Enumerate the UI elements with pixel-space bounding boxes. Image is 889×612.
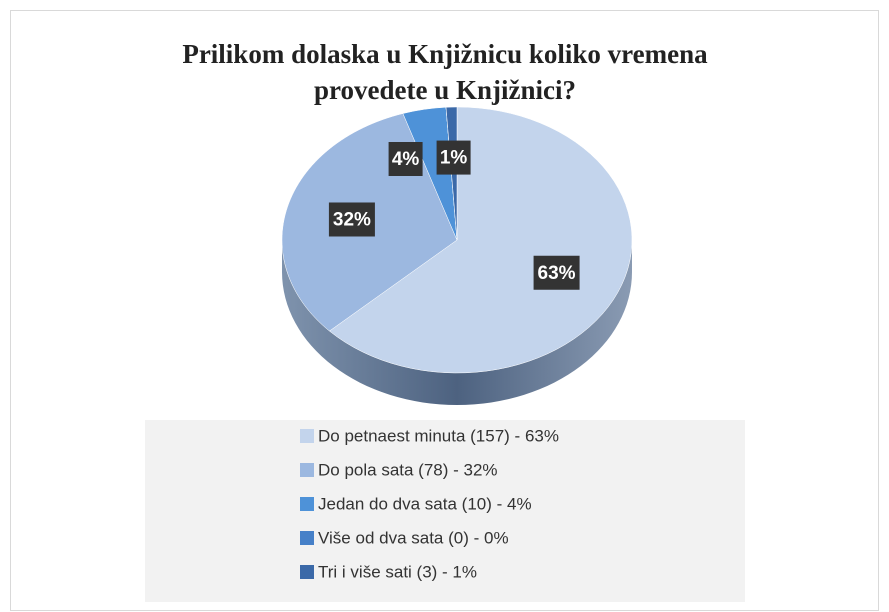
- legend-label: Tri i više sati (3) - 1%: [318, 562, 477, 581]
- legend-label: Do petnaest minuta (157) - 63%: [318, 426, 559, 445]
- legend-label: Više od dva sata (0) - 0%: [318, 528, 509, 547]
- data-label: 4%: [392, 149, 420, 170]
- legend-swatch: [300, 531, 314, 545]
- data-label-box: [436, 140, 471, 175]
- legend-swatch: [300, 429, 314, 443]
- data-label-box: [388, 142, 423, 177]
- data-label: 1%: [440, 148, 468, 169]
- pie-side: [282, 240, 632, 405]
- data-label-box: [328, 202, 375, 237]
- legend-swatch: [300, 565, 314, 579]
- data-label: 63%: [538, 263, 576, 284]
- legend-box: [145, 420, 745, 602]
- legend-label: Jedan do dva sata (10) - 4%: [318, 494, 532, 513]
- legend-swatch: [300, 497, 314, 511]
- chart-title: Prilikom dolaska u Knjižnicu koliko vrem…: [182, 39, 708, 105]
- pie-slice: [329, 106, 633, 374]
- data-label: 32%: [333, 210, 371, 231]
- legend-swatch: [300, 463, 314, 477]
- data-label-box: [533, 255, 580, 290]
- frame-border: [10, 10, 879, 611]
- legend-label: Do pola sata (78) - 32%: [318, 460, 498, 479]
